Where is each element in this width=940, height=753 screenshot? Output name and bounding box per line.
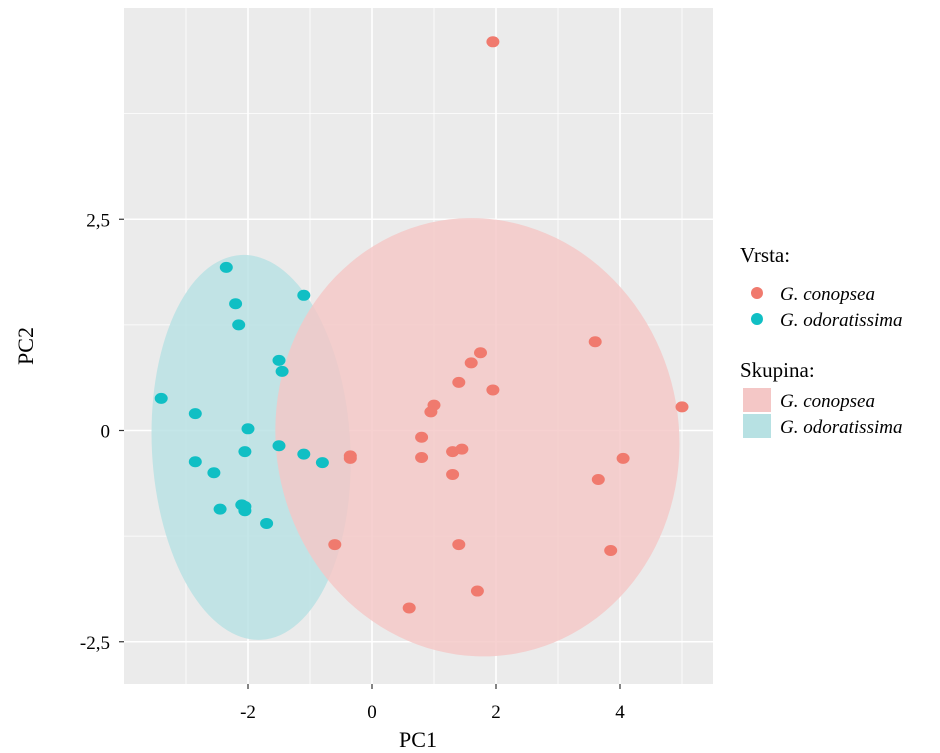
data-points	[154, 36, 689, 614]
legend-fill-label-conopsea: G. conopsea	[780, 391, 875, 412]
legend-title-species: Vrsta:	[740, 243, 790, 267]
legend-label-conopsea: G. conopsea	[780, 284, 875, 305]
point-godoratissima	[188, 408, 202, 420]
point-godoratissima	[154, 392, 168, 404]
point-gconopsea	[474, 347, 487, 359]
point-gconopsea	[675, 401, 689, 413]
x-tick-label: -2	[240, 702, 256, 723]
point-godoratissima	[272, 354, 286, 366]
legend-fill-label-odoratissima: G. odoratissima	[780, 417, 902, 438]
legend-title-group: Skupina:	[740, 358, 815, 382]
y-tick-label: 0	[101, 422, 111, 443]
point-godoratissima	[232, 319, 246, 331]
point-gconopsea	[470, 585, 484, 597]
point-gconopsea	[452, 539, 466, 551]
legend-label-odoratissima: G. odoratissima	[780, 310, 902, 331]
point-gconopsea	[446, 468, 460, 480]
point-gconopsea	[415, 452, 429, 464]
point-godoratissima	[260, 517, 274, 529]
point-godoratissima	[229, 298, 243, 310]
ellipse-gconopsea	[275, 218, 680, 657]
point-godoratissima	[297, 289, 311, 301]
point-gconopsea	[588, 336, 602, 348]
legend-key-point-odoratissima	[751, 313, 763, 325]
point-godoratissima	[241, 423, 255, 435]
legend: Vrsta: G. conopsea G. odoratissima Skupi…	[740, 243, 902, 438]
x-tick-label: 0	[367, 702, 377, 723]
point-godoratissima	[238, 505, 252, 517]
point-godoratissima	[213, 503, 227, 515]
point-godoratissima	[315, 457, 329, 469]
point-gconopsea	[486, 384, 500, 396]
point-gconopsea	[415, 431, 429, 443]
point-gconopsea	[486, 36, 500, 48]
x-tick-label: 2	[491, 702, 501, 723]
point-gconopsea	[446, 446, 460, 458]
point-gconopsea	[343, 452, 357, 464]
point-gconopsea	[604, 544, 618, 556]
axes: -2 0 2 4 -2,5 0 2,5	[80, 210, 625, 723]
point-godoratissima	[297, 448, 311, 460]
point-godoratissima	[207, 467, 221, 479]
x-tick-label: 4	[615, 702, 625, 723]
point-gconopsea	[424, 406, 438, 418]
point-gconopsea	[591, 474, 605, 486]
y-tick-label: -2,5	[80, 633, 110, 654]
point-gconopsea	[452, 376, 466, 388]
point-gconopsea	[328, 539, 342, 551]
legend-key-point-conopsea	[751, 287, 763, 299]
group-ellipses	[151, 218, 680, 657]
point-godoratissima	[219, 261, 233, 273]
point-gconopsea	[402, 602, 416, 614]
legend-key-fill-conopsea	[743, 388, 771, 412]
x-axis-title: PC1	[399, 727, 437, 752]
point-godoratissima	[238, 446, 252, 458]
point-godoratissima	[275, 365, 289, 377]
point-gconopsea	[464, 357, 478, 369]
point-gconopsea	[616, 452, 630, 464]
legend-key-fill-odoratissima	[743, 414, 771, 438]
point-godoratissima	[188, 456, 202, 468]
y-axis-title: PC2	[13, 327, 38, 365]
y-tick-label: 2,5	[86, 210, 110, 231]
point-godoratissima	[272, 440, 286, 452]
